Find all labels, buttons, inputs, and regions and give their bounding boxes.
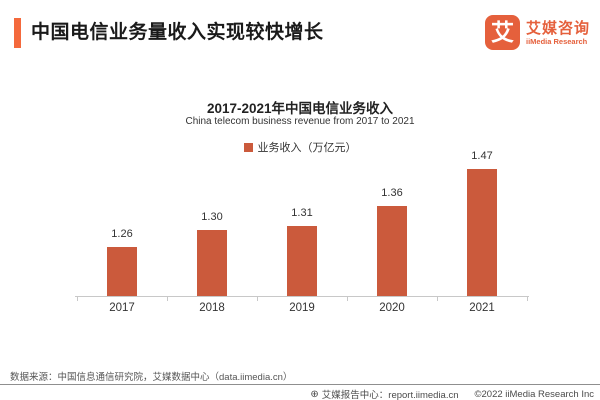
- footer-source: 数据来源：中国信息通信研究院，艾媒数据中心（data.iimedia.cn）: [10, 372, 293, 383]
- bar-value-label: 1.26: [111, 228, 133, 240]
- bar-value-label: 1.47: [471, 150, 493, 162]
- x-axis: [75, 296, 529, 297]
- x-tick: [527, 297, 528, 301]
- chart-title: 2017-2021年中国电信业务收入: [206, 101, 394, 116]
- x-axis-labels: 2017 2018 2019 2020 2021: [77, 302, 527, 314]
- bar-value-label: 1.30: [201, 211, 223, 223]
- logo-name-cn: 艾媒咨询: [525, 19, 590, 37]
- legend-swatch-icon: [243, 142, 253, 152]
- iimedia-logo: 艾 艾媒咨询 iiMedia Research: [484, 15, 590, 50]
- bar: [377, 206, 407, 296]
- bar: [197, 230, 227, 296]
- bar-slot: 1.26: [77, 150, 167, 296]
- footer-copyright: ©2022 iiMedia Research Inc: [474, 388, 594, 400]
- globe-icon: ⊕: [310, 388, 319, 400]
- chart-subtitle: China telecom business revenue from 2017…: [185, 116, 415, 127]
- x-tick: [347, 297, 348, 301]
- chart-legend: 业务收入（万亿元）: [0, 139, 600, 155]
- bar-plot: 1.26 1.30 1.31 1.36 1.47: [77, 150, 527, 296]
- bar-slot: 1.30: [167, 150, 257, 296]
- x-tick: [437, 297, 438, 301]
- x-tick: [167, 297, 168, 301]
- x-axis-label: 2021: [469, 302, 495, 314]
- footer-divider: [0, 384, 600, 385]
- x-tick: [257, 297, 258, 301]
- x-axis-label: 2018: [199, 302, 225, 314]
- bar-value-label: 1.36: [381, 187, 403, 199]
- bar: [107, 247, 137, 296]
- footer-report-center: 艾媒报告中心：report.iimedia.cn: [321, 390, 459, 400]
- bar: [287, 226, 317, 296]
- logo-text: 艾媒咨询 iiMedia Research: [526, 20, 590, 46]
- logo-name-en: iiMedia Research: [525, 36, 588, 46]
- bar-value-label: 1.31: [291, 207, 313, 219]
- x-axis-label: 2017: [109, 302, 135, 314]
- footer-right: ⊕ 艾媒报告中心：report.iimedia.cn ©2022 iiMedia…: [310, 387, 594, 400]
- x-axis-label: 2019: [289, 302, 315, 314]
- legend-label: 业务收入（万亿元）: [257, 142, 357, 154]
- page-title: 中国电信业务量收入实现较快增长: [31, 22, 324, 43]
- title-accent-bar: [14, 18, 21, 48]
- bar-slot: 1.36: [347, 150, 437, 296]
- iimedia-logo-mark-icon: 艾: [484, 15, 520, 50]
- bar-slot: 1.47: [437, 150, 527, 296]
- x-axis-label: 2020: [379, 302, 405, 314]
- bar-slot: 1.31: [257, 150, 347, 296]
- bar: [467, 169, 497, 296]
- x-tick: [77, 297, 78, 301]
